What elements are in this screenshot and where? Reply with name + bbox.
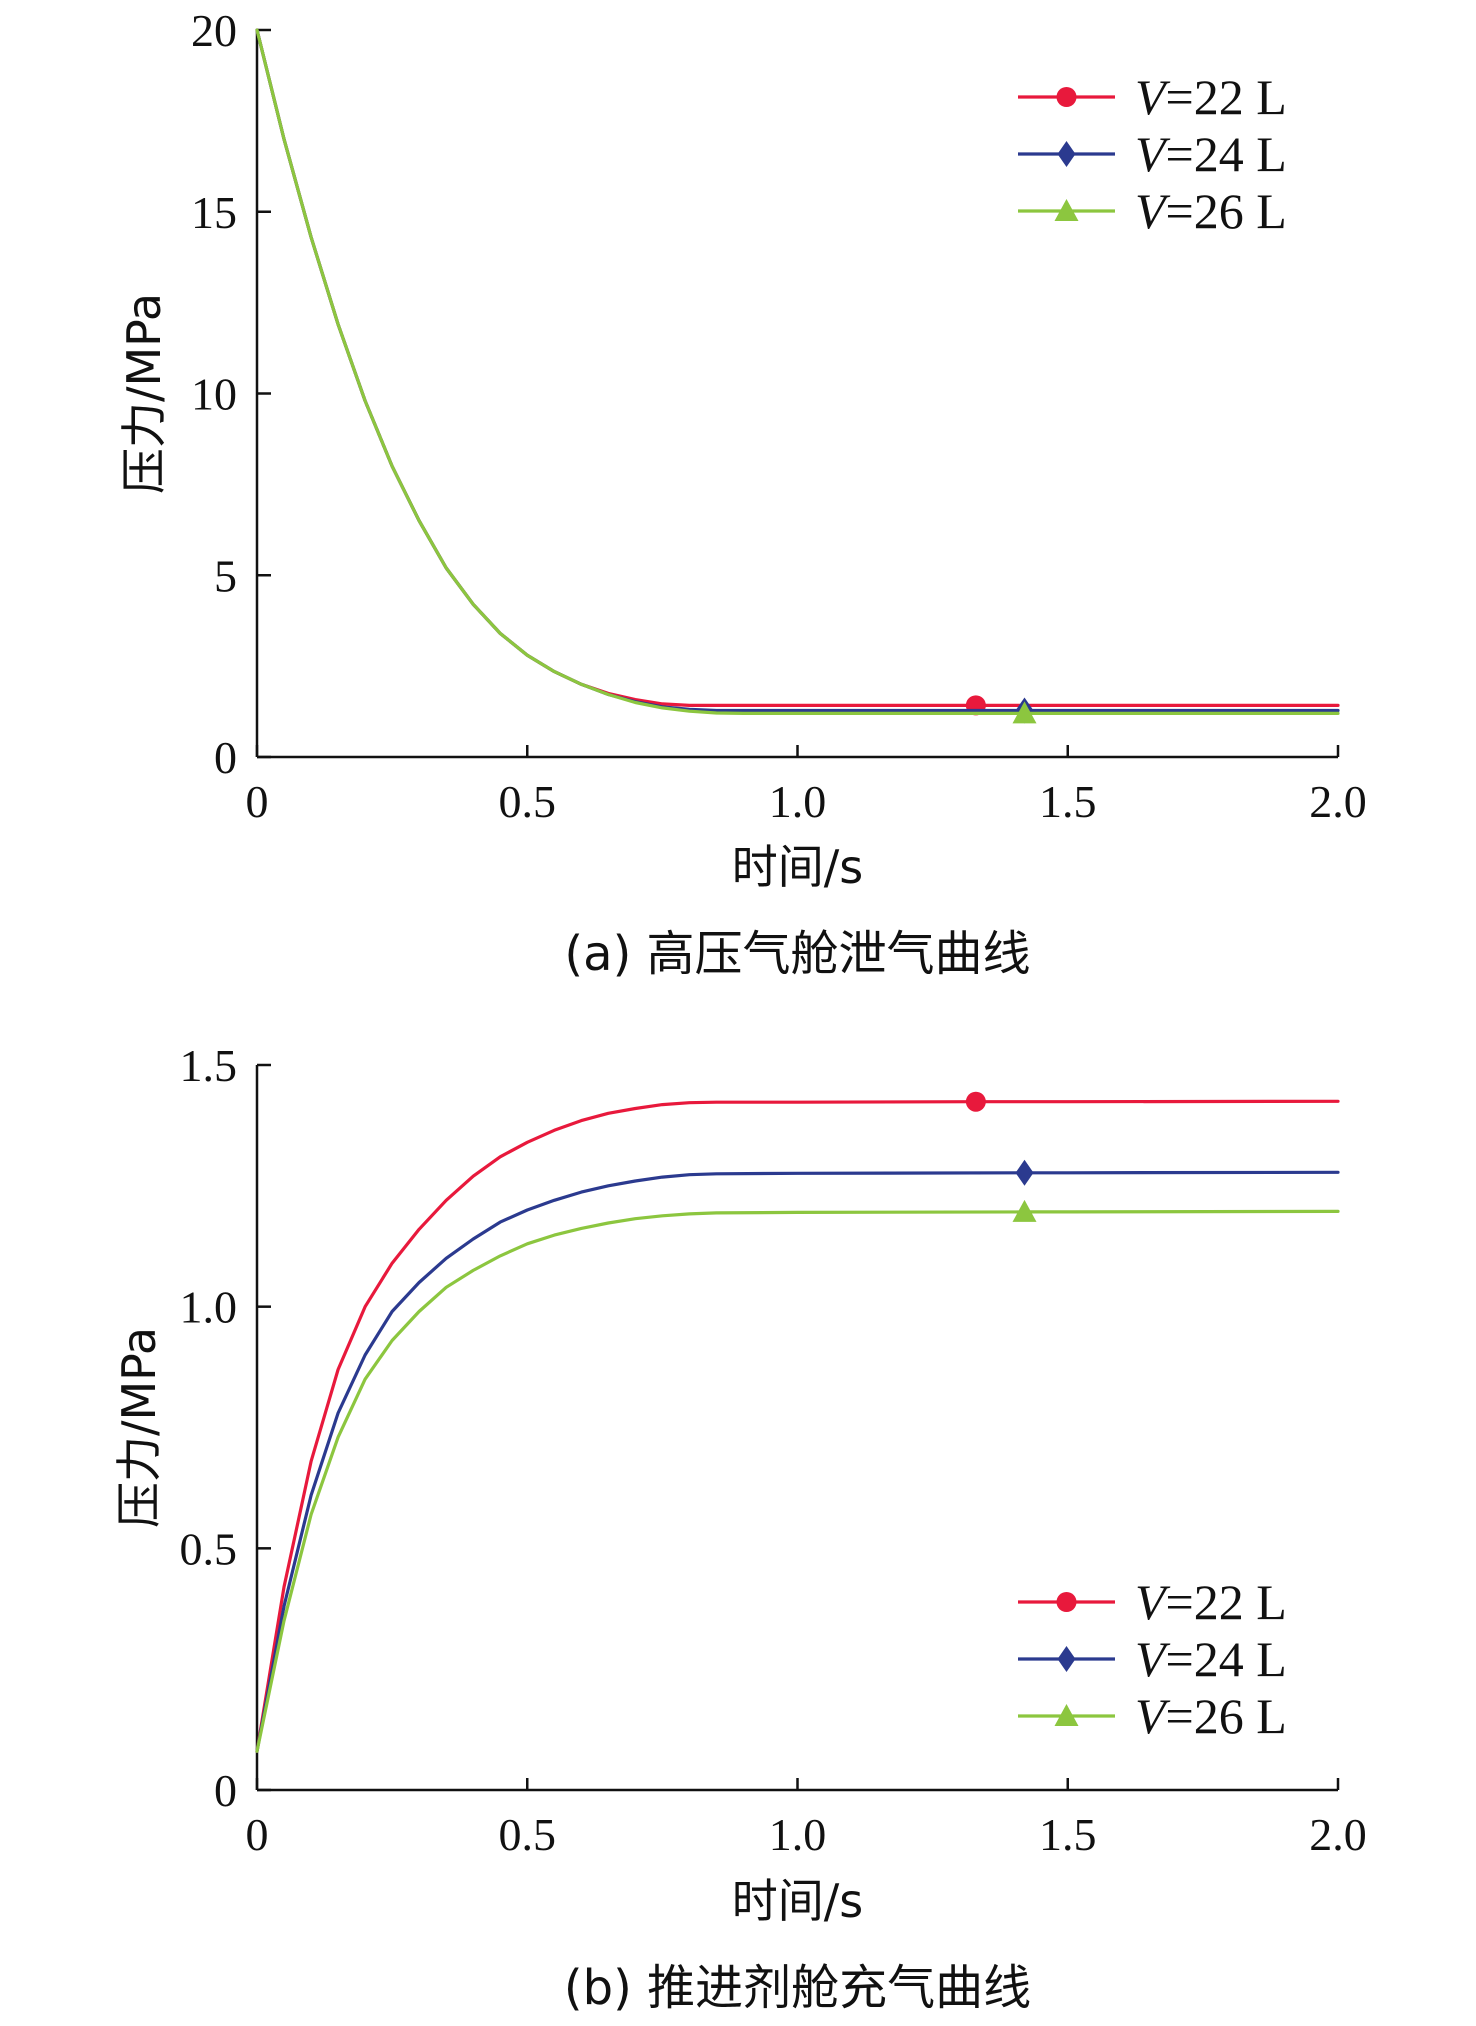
y-tick-label: 5 (214, 550, 237, 601)
legend-marker-1 (1056, 87, 1077, 107)
legend-label-3: V=26 L (1135, 183, 1287, 239)
series-line-3 (255, 28, 1340, 716)
legend-value: =26 L (1166, 183, 1287, 239)
legend-value: =26 L (1166, 1688, 1287, 1744)
legend-marker-3 (1054, 199, 1079, 221)
x-tick-label: 1.0 (769, 1809, 827, 1860)
legend-marker-1 (1056, 1592, 1077, 1612)
series-marker-2 (1015, 1159, 1034, 1186)
legend-var: V (1135, 1688, 1171, 1744)
y-tick-label: 0 (214, 1765, 237, 1816)
series-marker-3 (1012, 1199, 1037, 1222)
chart-b-charge: 0 0.5 1.0 1.5 2.0 0 0.5 1.0 1.5 时间/s 压力/MPa (b) 推进剂… (112, 1040, 1367, 2016)
chart-a-discharge: 0 0.5 1.0 1.5 2.0 0 5 10 15 20 时间/s 压力/MPa (a) 高压气舱泄… (117, 5, 1367, 982)
legend-var: V (1135, 183, 1171, 239)
x-tick-label: 2.0 (1309, 776, 1367, 827)
x-axis-label: 时间/s (732, 1874, 863, 1928)
legend-var: V (1135, 1631, 1171, 1687)
series-line-3 (255, 1209, 1340, 1753)
y-tick-label: 1.5 (180, 1040, 238, 1091)
x-tick-label: 0.5 (499, 1809, 557, 1860)
y-tick-label: 0.5 (180, 1523, 238, 1574)
legend-var: V (1135, 1574, 1171, 1630)
x-tick-label: 1.5 (1039, 1809, 1097, 1860)
chart-caption: (a) 高压气舱泄气曲线 (564, 926, 1030, 982)
y-tick-label: 20 (191, 5, 237, 56)
series-line-1 (255, 1099, 1340, 1753)
legend-value: =22 L (1166, 69, 1287, 125)
legend-label-2: V=24 L (1135, 126, 1287, 182)
legend-marker-2 (1057, 141, 1076, 167)
legend-marker-2 (1057, 1646, 1076, 1672)
legend-label-3: V=26 L (1135, 1688, 1287, 1744)
legend: V=22 LV=24 LV=26 L (1018, 1574, 1287, 1744)
x-tick-label: 0.5 (499, 776, 557, 827)
x-axis-label: 时间/s (732, 840, 863, 894)
legend: V=22 LV=24 LV=26 L (1018, 69, 1287, 239)
y-tick-label: 15 (191, 187, 237, 238)
legend-marker-3 (1054, 1704, 1079, 1726)
series-marker-3 (1012, 701, 1037, 724)
chart-caption: (b) 推进剂舱充气曲线 (564, 1960, 1031, 2016)
series-marker-1 (965, 1091, 986, 1112)
legend-value: =24 L (1166, 1631, 1287, 1687)
legend-var: V (1135, 126, 1171, 182)
x-tick-label: 0 (246, 776, 269, 827)
legend-label-1: V=22 L (1135, 1574, 1287, 1630)
y-tick-label: 1.0 (180, 1282, 238, 1333)
y-tick-label: 0 (214, 732, 237, 783)
x-tick-label: 0 (246, 1809, 269, 1860)
y-axis-label: 压力/MPa (112, 1327, 166, 1528)
legend-label-1: V=22 L (1135, 69, 1287, 125)
x-tick-label: 1.0 (769, 776, 827, 827)
legend-var: V (1135, 69, 1171, 125)
legend-value: =22 L (1166, 1574, 1287, 1630)
series-line-2 (255, 1170, 1340, 1753)
x-tick-label: 1.5 (1039, 776, 1097, 827)
y-tick-label: 10 (191, 369, 237, 420)
x-tick-label: 2.0 (1309, 1809, 1367, 1860)
legend-label-2: V=24 L (1135, 1631, 1287, 1687)
y-axis-label: 压力/MPa (117, 293, 171, 494)
legend-value: =24 L (1166, 126, 1287, 182)
